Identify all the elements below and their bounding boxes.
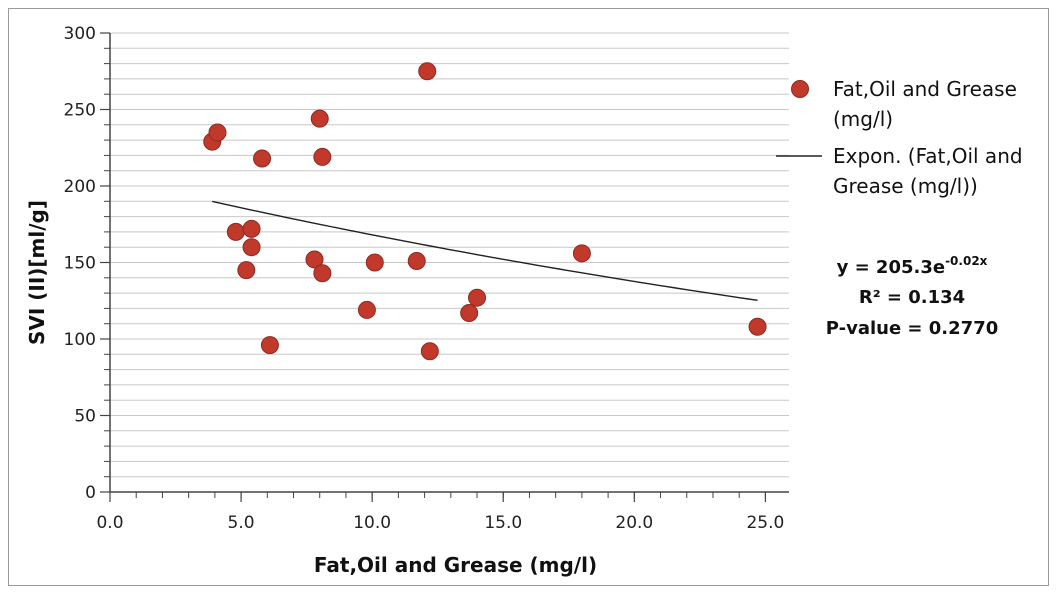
y-tick-label: 0 [85,483,96,503]
data-point [226,222,245,241]
trendline-equation: y = 205.3e-0.02x [837,254,988,278]
data-point [253,149,272,168]
data-point [420,342,439,361]
legend-marker-scatter [791,80,809,98]
data-point [242,219,261,238]
data-point [460,303,479,322]
data-point [572,244,591,263]
x-axis-title: Fat,Oil and Grease (mg/l) [314,553,597,577]
data-point [208,123,227,142]
r-squared-label: R² = 0.134 [859,287,965,308]
data-point [237,261,256,280]
gridlines [110,32,789,478]
legend-label-trendline: Expon. (Fat,Oil and Grease (mg/l)) [833,144,1023,198]
axes: 0 50 100 150 200 250 300 0.0 5.0 10.0 15.0 20.0 25.0 [64,24,789,533]
y-axis-title: SVI (II)[ml/g] [25,200,49,345]
trendline [212,200,758,302]
p-value-label: P-value = 0.2770 [826,318,999,339]
data-point [468,288,487,307]
data-point [260,336,279,355]
legend-label-scatter: Fat,Oil and Grease (mg/l) [833,77,1017,131]
equation-exponent: -0.02x [945,254,988,268]
chart-frame [8,8,1049,586]
data-point [305,250,324,269]
legend: Fat,Oil and Grease (mg/l) Expon. (Fat,Oil … [776,77,1023,198]
data-point [313,264,332,283]
trendline-annotation: y = 205.3e-0.02x R² = 0.134 P-value = 0.… [826,254,999,339]
data-point [313,147,332,166]
x-tick-label: 25.0 [746,513,784,533]
y-tick-label: 150 [64,254,96,274]
data-point [418,62,437,81]
data-point [407,251,426,270]
data-point [748,317,767,336]
equation-base: y = 205.3e [837,257,946,278]
data-points [203,62,767,361]
data-point [310,109,329,128]
data-point [365,253,384,272]
y-tick-label: 50 [74,407,96,427]
data-point [242,238,261,257]
y-tick-label: 250 [64,101,96,121]
y-tick-label: 300 [64,24,96,44]
y-tick-label: 200 [64,177,96,197]
x-tick-label: 15.0 [484,513,522,533]
trendline-layer [212,200,758,302]
x-tick-label: 5.0 [228,513,255,533]
y-tick-label: 100 [64,330,96,350]
x-tick-label: 0.0 [96,513,123,533]
x-tick-label: 20.0 [615,513,653,533]
data-point [357,300,376,319]
x-tick-label: 10.0 [353,513,391,533]
